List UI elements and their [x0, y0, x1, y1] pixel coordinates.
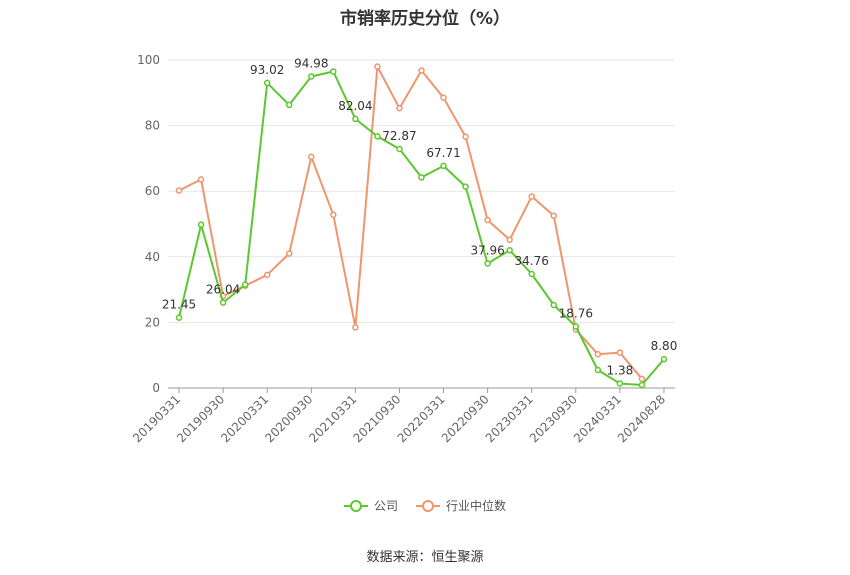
data-point-industry: [330, 211, 337, 219]
data-label: 8.80: [651, 339, 678, 353]
data-point-company: [660, 355, 668, 363]
legend-industry-marker: [416, 499, 440, 512]
data-point-industry: [285, 250, 293, 257]
data-point-industry: [418, 67, 425, 74]
chart-title: 市销率历史分位（%）: [339, 9, 511, 29]
data-point-industry: [594, 350, 602, 358]
data-point-company: [528, 270, 535, 278]
data-label: 1.38: [607, 363, 634, 377]
legend-item-industry[interactable]: 行业中位数: [416, 497, 506, 514]
data-label: 37.96: [470, 243, 504, 257]
data-point-company: [263, 79, 271, 87]
legend: 公司 行业中位数: [0, 497, 850, 514]
data-point-industry: [484, 216, 491, 224]
data-point-company: [352, 115, 359, 123]
data-label: 93.02: [250, 63, 284, 77]
data-point-industry: [374, 63, 381, 70]
data-point-company: [308, 73, 315, 80]
data-point-company: [506, 246, 513, 254]
data-label: 72.87: [382, 129, 416, 143]
data-label: 21.45: [162, 298, 196, 312]
data-point-industry: [175, 187, 183, 194]
data-point-industry: [550, 212, 558, 220]
data-label: 18.76: [559, 306, 593, 320]
data-label: 94.98: [294, 56, 328, 70]
y-tick-label: 20: [145, 315, 160, 329]
series-line-industry: [178, 65, 643, 380]
data-label: 67.71: [426, 146, 460, 160]
data-point-company: [484, 260, 491, 267]
data-point-industry: [352, 324, 359, 331]
data-label: 26.04: [206, 283, 240, 297]
data-point-company: [638, 381, 646, 389]
data-point-industry: [506, 236, 513, 243]
data-point-industry: [638, 375, 646, 383]
y-tick-label: 60: [145, 184, 160, 198]
x-tick-label: 20240828: [615, 392, 668, 445]
y-tick-label: 0: [152, 381, 160, 395]
data-point-industry: [440, 94, 447, 101]
data-point-industry: [263, 271, 271, 279]
legend-industry-label: 行业中位数: [446, 499, 507, 513]
data-point-company: [572, 323, 580, 330]
data-point-company: [175, 314, 183, 321]
data-point-company: [462, 183, 469, 190]
data-point-industry: [396, 104, 403, 112]
legend-item-company[interactable]: 公司: [343, 497, 398, 514]
y-tick-label: 80: [145, 119, 160, 133]
data-point-company: [594, 366, 602, 374]
data-point-company: [550, 301, 558, 309]
data-point-company: [197, 221, 205, 228]
data-point-company: [418, 174, 425, 181]
data-point-industry: [197, 176, 205, 183]
data-point-company: [330, 68, 337, 75]
data-point-company: [285, 101, 293, 109]
legend-company-marker: [343, 499, 368, 512]
legend-company-label: 公司: [373, 499, 398, 513]
data-point-industry: [616, 349, 624, 356]
data-point-company: [219, 299, 227, 306]
data-label: 82.04: [338, 99, 372, 113]
y-tick-label: 100: [137, 53, 160, 67]
data-point-industry: [528, 193, 535, 200]
data-point-company: [374, 133, 381, 140]
data-point-company: [241, 281, 249, 288]
data-point-company: [616, 380, 624, 387]
data-source: 数据来源：恒生聚源: [366, 550, 484, 565]
data-point-industry: [308, 153, 315, 161]
data-point-industry: [462, 133, 469, 141]
data-label: 34.76: [515, 254, 549, 268]
data-point-company: [440, 162, 447, 170]
series-line-company: [178, 70, 665, 386]
data-point-company: [396, 145, 403, 153]
y-tick-label: 40: [145, 250, 160, 264]
